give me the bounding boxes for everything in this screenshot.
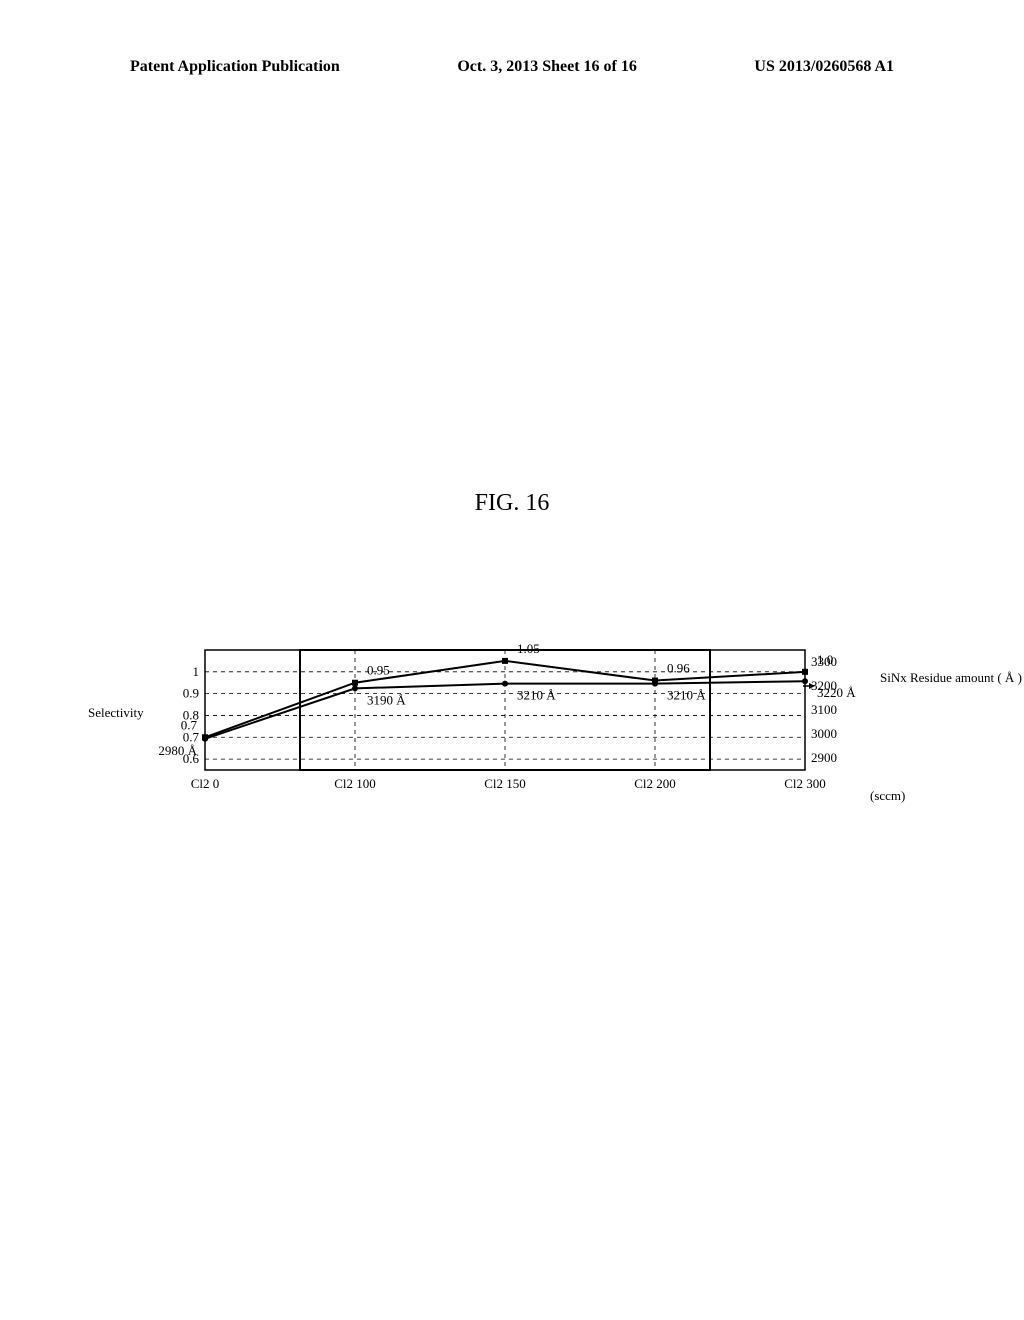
y-axis-right-label: SiNx Residue amount ( Å ) (880, 670, 1022, 686)
header-center: Oct. 3, 2013 Sheet 16 of 16 (457, 58, 637, 76)
svg-text:1.0: 1.0 (817, 652, 833, 667)
svg-text:Cl2 300: Cl2 300 (784, 776, 826, 791)
svg-text:3220 Å: 3220 Å (817, 685, 856, 700)
chart-svg: 0.60.70.80.9129003000310032003300Cl2 0Cl… (150, 640, 870, 800)
header-left: Patent Application Publication (130, 58, 340, 76)
y-axis-left-label: Selectivity (88, 705, 144, 721)
chart: 0.60.70.80.9129003000310032003300Cl2 0Cl… (150, 640, 870, 800)
svg-text:Cl2 200: Cl2 200 (634, 776, 676, 791)
x-axis-unit: (sccm) (870, 788, 905, 804)
svg-text:2900: 2900 (811, 750, 837, 765)
svg-text:3210 Å: 3210 Å (667, 688, 706, 703)
svg-text:Cl2 0: Cl2 0 (191, 776, 220, 791)
svg-text:Cl2 100: Cl2 100 (334, 776, 376, 791)
svg-text:3100: 3100 (811, 702, 837, 717)
svg-text:0.9: 0.9 (183, 686, 199, 701)
svg-text:0.96: 0.96 (667, 661, 690, 676)
header-right: US 2013/0260568 A1 (754, 58, 894, 76)
svg-text:3210 Å: 3210 Å (517, 688, 556, 703)
svg-text:3190 Å: 3190 Å (367, 692, 406, 707)
svg-text:1: 1 (193, 664, 200, 679)
svg-text:0.95: 0.95 (367, 663, 390, 678)
svg-text:Cl2 150: Cl2 150 (484, 776, 526, 791)
svg-text:3000: 3000 (811, 726, 837, 741)
svg-text:2980 Å: 2980 Å (158, 743, 197, 758)
svg-text:1.05: 1.05 (517, 641, 540, 656)
figure-title: FIG. 16 (0, 490, 1024, 517)
svg-text:0.7: 0.7 (181, 717, 198, 732)
